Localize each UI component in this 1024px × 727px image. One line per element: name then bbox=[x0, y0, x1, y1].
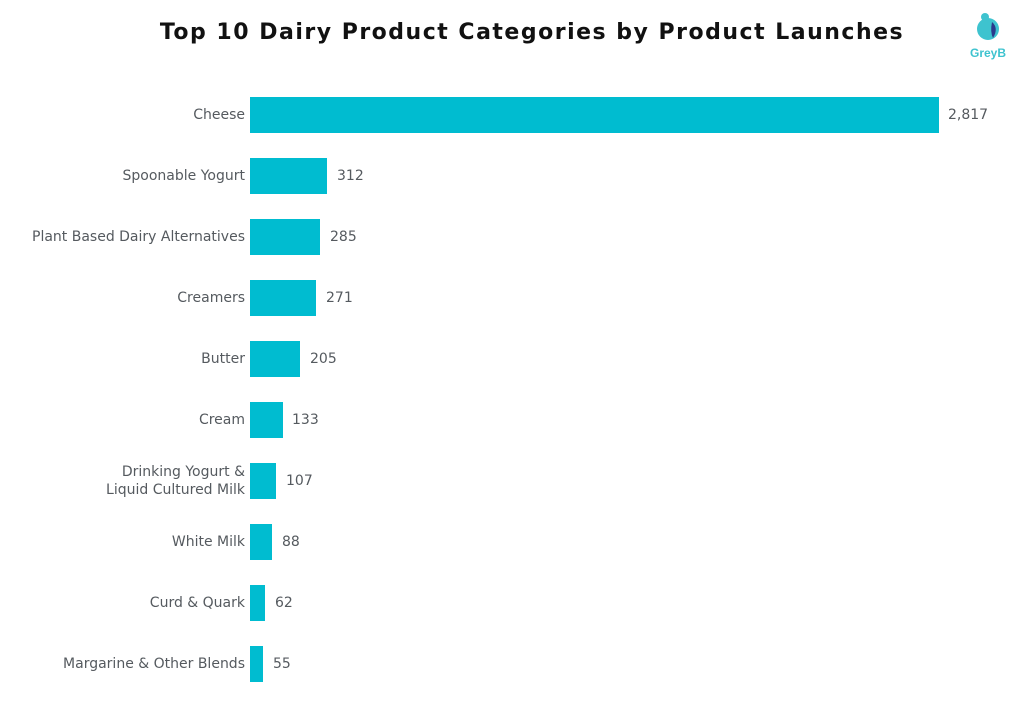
category-label: White Milk bbox=[171, 534, 245, 550]
category-label: Curd & Quark bbox=[149, 595, 245, 611]
bar bbox=[250, 341, 300, 377]
bar bbox=[250, 219, 320, 255]
category-label: Drinking Yogurt & Liquid Cultured Milk bbox=[106, 463, 245, 499]
value-label: 62 bbox=[275, 595, 293, 611]
value-label: 205 bbox=[310, 351, 337, 367]
greyb-logo-icon bbox=[977, 13, 999, 40]
bar bbox=[250, 524, 272, 560]
value-label: 2,817 bbox=[948, 107, 989, 123]
bar-row-margarine: Margarine & Other Blends 55 bbox=[0, 646, 1024, 682]
bar-row-white-milk: White Milk 88 bbox=[0, 524, 1024, 560]
value-label: 271 bbox=[326, 290, 353, 306]
chart-title: Top 10 Dairy Product Categories by Produ… bbox=[159, 20, 905, 45]
bar bbox=[250, 158, 327, 194]
value-label: 133 bbox=[292, 412, 319, 428]
bar-row-curd-quark: Curd & Quark 62 bbox=[0, 585, 1024, 621]
category-label: Creamers bbox=[177, 290, 245, 306]
category-label: Margarine & Other Blends bbox=[63, 656, 245, 672]
bar-row-spoonable-yogurt: Spoonable Yogurt 312 bbox=[0, 158, 1024, 194]
bar bbox=[250, 585, 265, 621]
bar-row-plant-based-dairy-alternatives: Plant Based Dairy Alternatives 285 bbox=[0, 219, 1024, 255]
bar bbox=[250, 463, 276, 499]
category-label: Plant Based Dairy Alternatives bbox=[32, 229, 245, 245]
category-label: Cheese bbox=[193, 107, 245, 123]
bar-row-creamers: Creamers 271 bbox=[0, 280, 1024, 316]
bar-row-cheese: Cheese 2,817 bbox=[0, 97, 1024, 133]
value-label: 285 bbox=[330, 229, 357, 245]
bar bbox=[250, 402, 283, 438]
value-label: 88 bbox=[282, 534, 300, 550]
value-label: 312 bbox=[337, 168, 364, 184]
category-label: Butter bbox=[201, 351, 245, 367]
bar-row-cream: Cream 133 bbox=[0, 402, 1024, 438]
category-label-line1: Drinking Yogurt & bbox=[121, 464, 245, 480]
bar bbox=[250, 97, 939, 133]
greyb-logo: GreyB bbox=[968, 10, 1008, 62]
bar bbox=[250, 646, 263, 682]
category-label: Spoonable Yogurt bbox=[122, 168, 245, 184]
greyb-logo-text: GreyB bbox=[969, 46, 1007, 60]
category-label-line2: Liquid Cultured Milk bbox=[106, 482, 245, 498]
category-label: Cream bbox=[198, 412, 245, 428]
value-label: 55 bbox=[273, 656, 291, 672]
bar-row-butter: Butter 205 bbox=[0, 341, 1024, 377]
bar-row-drinking-yogurt: Drinking Yogurt & Liquid Cultured Milk 1… bbox=[0, 463, 1024, 499]
bar bbox=[250, 280, 316, 316]
value-label: 107 bbox=[286, 473, 313, 489]
